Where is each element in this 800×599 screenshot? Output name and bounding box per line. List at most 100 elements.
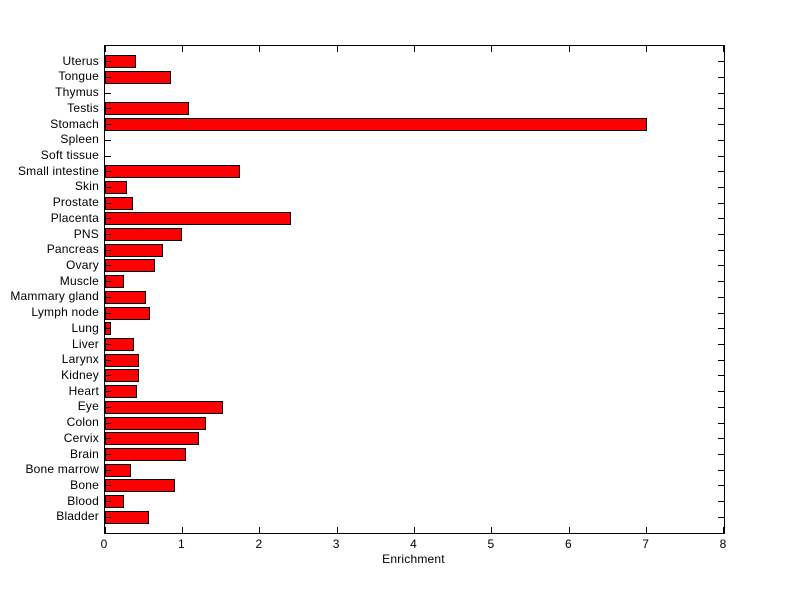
x-tick bbox=[646, 527, 648, 533]
bar-bone bbox=[105, 479, 176, 493]
bar-colon bbox=[105, 416, 207, 430]
y-tick bbox=[105, 438, 111, 440]
y-tick-label: Placenta bbox=[50, 210, 99, 225]
y-tick bbox=[718, 375, 724, 377]
y-tick-label: Tongue bbox=[58, 69, 99, 84]
y-tick-label: Brain bbox=[69, 446, 99, 461]
x-tick-label: 1 bbox=[178, 537, 185, 551]
y-tick-label: Lymph node bbox=[31, 305, 99, 320]
y-tick-label: Bone marrow bbox=[25, 462, 99, 477]
x-tick bbox=[568, 46, 570, 52]
y-tick bbox=[105, 202, 111, 204]
x-tick bbox=[259, 46, 261, 52]
y-tick bbox=[718, 218, 724, 220]
y-tick-label: Colon bbox=[66, 415, 99, 429]
x-tick-label: 6 bbox=[564, 537, 572, 551]
bar-stomach bbox=[105, 118, 647, 131]
bar-mammary-gland bbox=[105, 290, 146, 304]
y-tick-label: Uterus bbox=[62, 53, 99, 68]
y-tick bbox=[718, 469, 724, 471]
y-tick bbox=[718, 186, 724, 188]
y-tick bbox=[105, 76, 111, 78]
y-tick bbox=[718, 312, 724, 314]
y-tick bbox=[105, 359, 111, 361]
x-tick-label: 8 bbox=[719, 537, 727, 551]
y-tick-label: Heart bbox=[68, 383, 99, 398]
y-tick bbox=[718, 359, 724, 361]
bar-cervix bbox=[105, 432, 199, 446]
y-tick bbox=[718, 516, 724, 518]
y-tick-label: Testis bbox=[67, 100, 99, 115]
y-tick bbox=[718, 234, 724, 235]
bar-eye bbox=[105, 400, 224, 414]
bar-testis bbox=[105, 102, 189, 116]
bar-bladder bbox=[105, 510, 150, 524]
y-tick bbox=[105, 312, 111, 314]
y-tick bbox=[105, 296, 111, 298]
y-tick bbox=[718, 76, 724, 78]
bar-lymph-node bbox=[105, 306, 150, 320]
y-tick bbox=[105, 218, 111, 220]
y-tick bbox=[105, 281, 111, 283]
y-tick bbox=[718, 328, 724, 330]
x-tick bbox=[568, 527, 570, 533]
y-tick bbox=[718, 438, 724, 440]
y-tick bbox=[105, 171, 111, 173]
y-tick bbox=[718, 391, 724, 393]
y-tick bbox=[105, 328, 111, 330]
y-tick bbox=[718, 249, 724, 251]
y-tick-label: Skin bbox=[74, 179, 99, 194]
y-tick bbox=[105, 92, 111, 94]
y-tick bbox=[105, 186, 111, 188]
x-tick-label: 0 bbox=[100, 537, 108, 551]
x-tick bbox=[181, 46, 183, 52]
x-tick-label: 5 bbox=[487, 537, 495, 551]
y-tick bbox=[718, 406, 724, 408]
y-tick-label: Cervix bbox=[63, 430, 99, 445]
y-tick bbox=[718, 422, 724, 424]
y-tick-label: Kidney bbox=[61, 367, 99, 382]
y-tick bbox=[105, 516, 111, 518]
x-tick bbox=[491, 46, 493, 52]
y-tick bbox=[105, 124, 111, 125]
y-tick bbox=[718, 171, 724, 173]
y-tick-label: Small intestine bbox=[17, 163, 99, 178]
bar-pancreas bbox=[105, 243, 163, 257]
y-tick bbox=[718, 155, 724, 157]
y-tick bbox=[718, 344, 724, 345]
y-tick-label: Thymus bbox=[55, 85, 99, 100]
x-tick-label: 4 bbox=[410, 537, 417, 551]
y-tick bbox=[105, 485, 111, 487]
y-tick-label: Stomach bbox=[50, 116, 99, 131]
y-tick bbox=[105, 139, 111, 141]
bar-small-intestine bbox=[105, 165, 241, 179]
y-tick-label: Soft tissue bbox=[40, 148, 99, 162]
y-tick bbox=[105, 406, 111, 408]
y-tick-label: Muscle bbox=[59, 273, 99, 288]
y-tick bbox=[105, 265, 111, 267]
y-tick-label: Prostate bbox=[52, 195, 99, 210]
x-tick-label: 3 bbox=[332, 537, 340, 551]
y-tick bbox=[105, 249, 111, 251]
y-tick-label: Lung bbox=[71, 320, 99, 335]
y-tick-label: Larynx bbox=[61, 352, 99, 367]
x-tick-label: 7 bbox=[642, 537, 649, 551]
y-tick bbox=[718, 202, 724, 204]
y-tick-label: Bladder bbox=[56, 509, 99, 524]
y-tick-label: Spleen bbox=[60, 132, 99, 147]
y-tick bbox=[718, 454, 724, 455]
x-tick bbox=[336, 46, 338, 52]
y-tick bbox=[718, 501, 724, 503]
y-tick bbox=[718, 61, 724, 63]
bar-ovary bbox=[105, 259, 155, 273]
y-tick bbox=[718, 124, 724, 125]
y-tick bbox=[105, 155, 111, 157]
y-tick bbox=[718, 265, 724, 267]
bar-tongue bbox=[105, 70, 171, 84]
y-tick-label: Liver bbox=[71, 336, 99, 351]
x-tick bbox=[414, 46, 415, 52]
y-tick bbox=[105, 454, 111, 455]
bar-pns bbox=[105, 228, 182, 241]
y-tick bbox=[718, 108, 724, 110]
